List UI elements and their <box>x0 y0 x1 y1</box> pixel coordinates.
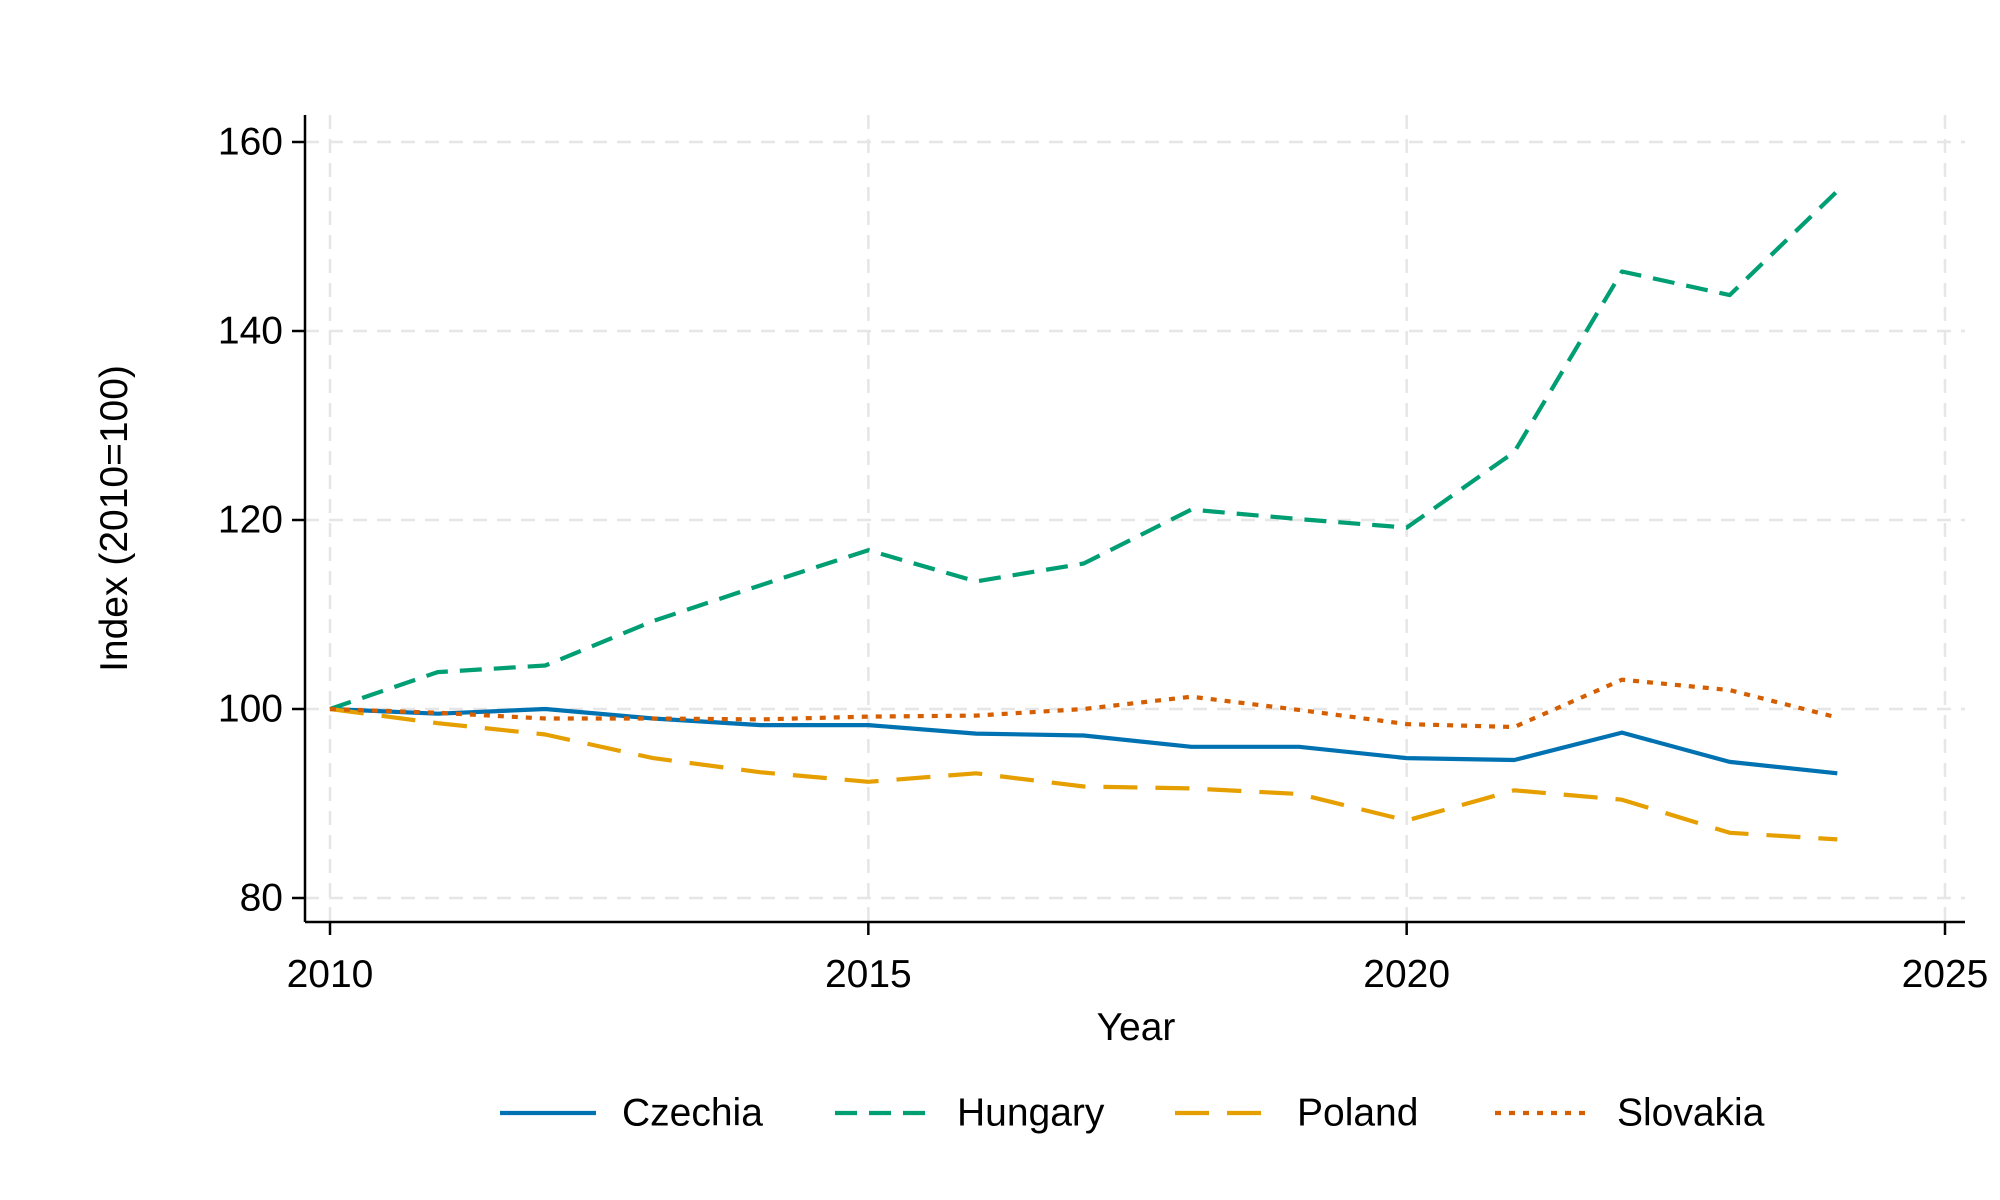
y-axis-ticks: 80 100 120 140 160 <box>218 121 305 920</box>
x-axis-ticks: 2010 2015 2020 2025 <box>287 922 1989 996</box>
x-axis-title: Year <box>1097 1006 1176 1049</box>
legend-label-poland: Poland <box>1297 1092 1418 1135</box>
x-tick-label: 2015 <box>825 953 912 996</box>
y-axis-title: Index (2010=100) <box>93 365 136 672</box>
y-tick-label: 120 <box>218 499 283 542</box>
legend-label-czechia: Czechia <box>622 1092 763 1135</box>
axes <box>303 115 1965 924</box>
series-line-czechia <box>329 706 1838 776</box>
y-tick-label: 100 <box>218 688 283 731</box>
series-line-hungary <box>329 189 1839 711</box>
series-line-poland <box>329 706 1838 842</box>
y-tick-label: 140 <box>218 310 283 353</box>
series-lines <box>329 189 1839 842</box>
x-tick-label: 2020 <box>1363 953 1450 996</box>
legend: Czechia Hungary Poland Slovakia <box>500 1092 1765 1135</box>
legend-label-hungary: Hungary <box>957 1092 1105 1135</box>
x-tick-label: 2010 <box>287 953 374 996</box>
y-tick-label: 160 <box>218 121 283 164</box>
x-tick-label: 2025 <box>1902 953 1989 996</box>
series-line-slovakia <box>329 677 1838 730</box>
y-tick-label: 80 <box>240 877 283 920</box>
grid <box>305 115 1965 922</box>
legend-label-slovakia: Slovakia <box>1617 1092 1765 1135</box>
